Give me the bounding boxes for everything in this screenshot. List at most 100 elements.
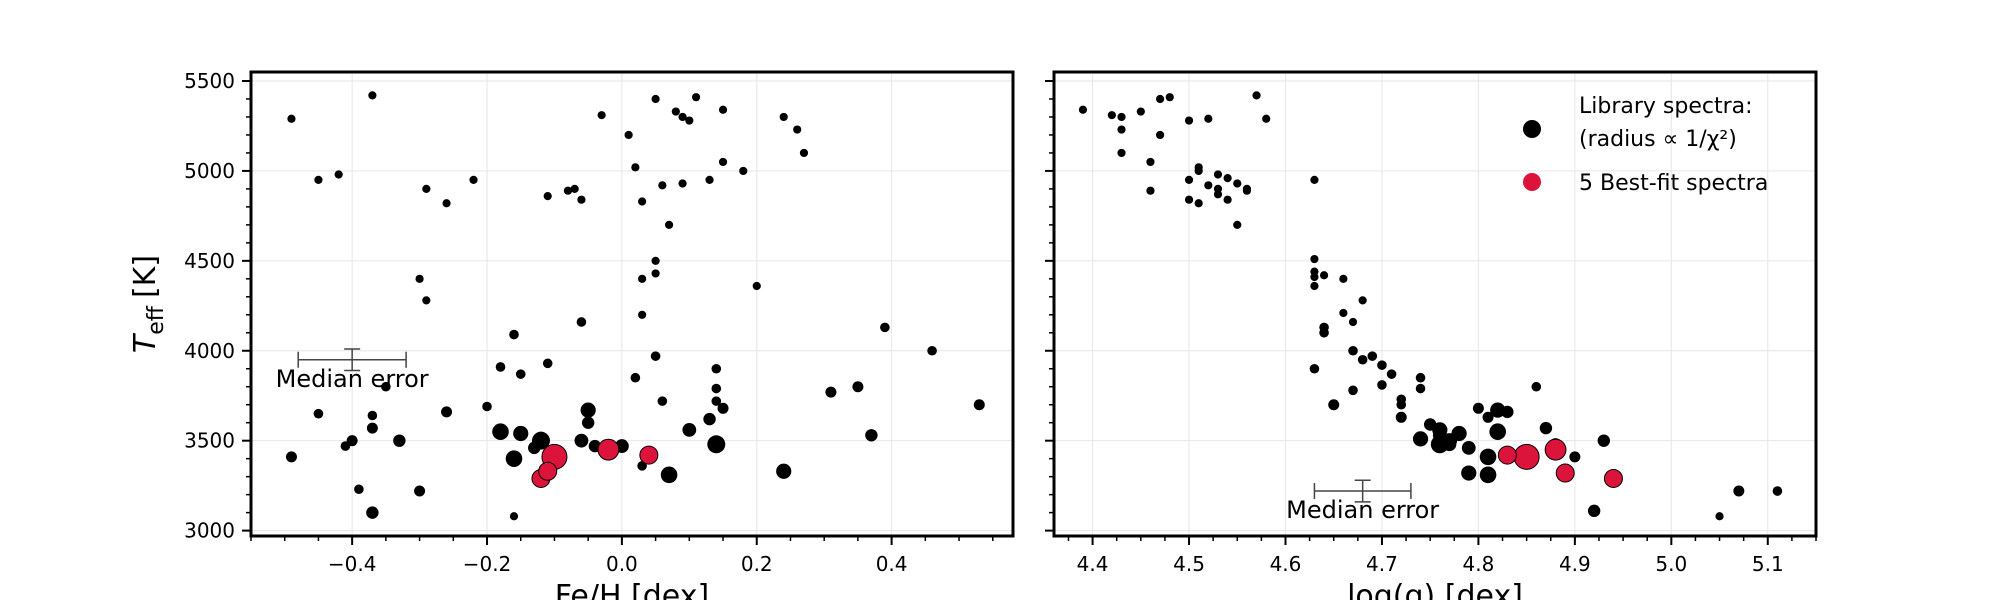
legend-label-library-line1: Library spectra: <box>1579 94 1753 119</box>
y-tick-label: 4500 <box>184 249 235 273</box>
bestfit-point <box>1555 463 1575 483</box>
library-point <box>515 369 526 379</box>
library-point <box>1233 220 1242 229</box>
library-point <box>1715 512 1724 521</box>
y-axis-title: Teff [K] <box>128 255 169 353</box>
library-point <box>638 310 647 319</box>
median-error-label: Median error <box>1286 496 1439 524</box>
library-point <box>657 396 668 406</box>
x-tick-label: 0.0 <box>606 552 638 576</box>
library-point <box>314 175 323 185</box>
library-point <box>651 94 660 104</box>
library-point <box>707 435 726 454</box>
library-point <box>1136 107 1145 116</box>
y-axis-symbol: T <box>128 332 163 353</box>
library-point <box>1395 411 1407 423</box>
library-point <box>660 466 678 484</box>
bestfit-point <box>1544 438 1567 461</box>
library-point <box>1117 125 1126 134</box>
library-point <box>509 512 519 521</box>
library-point <box>1396 399 1407 410</box>
x-tick-label: 4.4 <box>1077 552 1109 576</box>
library-point <box>1156 130 1165 140</box>
x-tick-label: 5.0 <box>1655 552 1687 576</box>
x-tick-label: 4.5 <box>1173 552 1205 576</box>
grid-feh <box>251 72 1013 536</box>
library-point <box>528 441 541 455</box>
library-point <box>285 451 297 463</box>
library-point <box>739 166 748 176</box>
library-point <box>1204 181 1213 190</box>
points-logg <box>1078 91 1783 521</box>
library-point <box>631 163 640 172</box>
library-point <box>1482 411 1494 423</box>
library-point <box>1252 91 1261 100</box>
library-point <box>1348 385 1358 396</box>
library-point <box>1107 111 1116 120</box>
library-point <box>313 408 324 419</box>
y-tick-label: 4000 <box>184 339 235 363</box>
library-point <box>1489 423 1506 440</box>
library-point <box>366 506 379 519</box>
library-point <box>1310 281 1319 291</box>
x-tick-label: 0.2 <box>741 552 773 576</box>
library-point <box>711 396 722 406</box>
library-point <box>563 186 573 195</box>
legend-marker-bestfit <box>1523 173 1541 191</box>
library-point <box>1412 431 1429 447</box>
library-point <box>441 406 453 418</box>
library-point <box>973 399 985 411</box>
library-point <box>513 425 529 442</box>
x-axis-title-logg: log(g) [dex] <box>1347 579 1523 600</box>
bestfit-point <box>1513 443 1540 470</box>
legend: Library spectra: (radius ∝ 1/χ²) 5 Best-… <box>1523 94 1768 196</box>
library-point <box>1242 186 1252 195</box>
x-tick-label: −0.4 <box>328 552 377 576</box>
library-point <box>1733 485 1745 497</box>
plot-frame-feh <box>249 70 1015 538</box>
library-point <box>651 256 660 265</box>
library-point <box>865 429 878 442</box>
library-point <box>576 317 587 327</box>
library-point <box>1531 381 1542 392</box>
bestfit-point <box>1603 468 1623 488</box>
points-feh <box>285 91 985 521</box>
library-point <box>664 220 674 229</box>
library-point <box>1587 504 1601 518</box>
library-point <box>1339 274 1348 283</box>
library-point <box>1117 112 1126 122</box>
library-point <box>495 362 506 372</box>
library-point <box>580 402 596 418</box>
legend-marker-library <box>1523 120 1541 138</box>
library-point <box>1310 272 1319 282</box>
library-point <box>543 191 552 201</box>
library-point <box>1328 399 1340 411</box>
library-point <box>1310 175 1319 185</box>
library-point <box>414 485 426 497</box>
library-point <box>1479 448 1497 466</box>
library-point <box>1117 148 1126 158</box>
library-point <box>691 93 701 102</box>
library-point <box>367 410 378 421</box>
library-point <box>1310 254 1319 264</box>
x-tick-label: 5.1 <box>1752 552 1784 576</box>
median-error-feh: Median error <box>276 348 429 393</box>
x-tick-label: 4.9 <box>1559 552 1591 576</box>
library-point <box>1184 195 1194 204</box>
library-point <box>366 422 378 434</box>
library-point <box>1213 170 1223 179</box>
library-point <box>1377 380 1387 390</box>
library-point <box>638 274 647 283</box>
library-point <box>650 351 661 361</box>
ticks-logg: 4.4 4.5 4.6 4.7 4.8 4.9 5.0 5.1 <box>1045 79 1817 576</box>
x-tick-label: 4.8 <box>1462 552 1494 576</box>
library-point <box>703 412 716 426</box>
y-tick-label: 3000 <box>184 519 235 543</box>
library-point <box>752 281 761 291</box>
library-point <box>651 269 660 278</box>
library-point <box>381 381 391 392</box>
library-point <box>334 170 343 179</box>
library-point <box>1501 405 1514 419</box>
library-point <box>1367 351 1378 361</box>
